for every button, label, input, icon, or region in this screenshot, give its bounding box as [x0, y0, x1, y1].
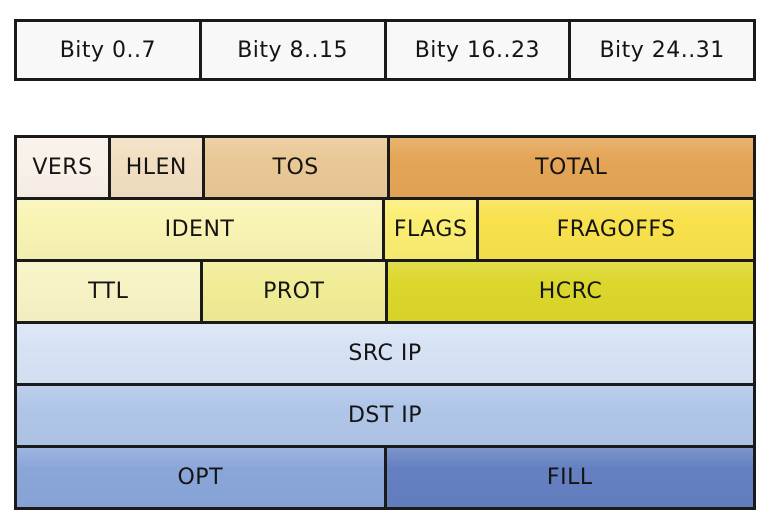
- header-row-5: DST IP: [17, 386, 753, 445]
- field-ttl: TTL: [17, 262, 200, 321]
- field-opt: OPT: [17, 448, 384, 507]
- header-row-4: SRC IP: [17, 324, 753, 383]
- field-fragoffs: FRAGOFFS: [479, 200, 753, 259]
- header-row-1: VERS HLEN TOS TOTAL: [17, 138, 753, 197]
- field-ident: IDENT: [17, 200, 382, 259]
- field-tos: TOS: [204, 138, 387, 197]
- header-row-3: TTL PROT HCRC: [17, 262, 753, 321]
- field-vers: VERS: [17, 138, 108, 197]
- ip-header-table: VERS HLEN TOS TOTAL IDENT FLAGS FRAGOFFS…: [14, 135, 756, 510]
- field-hcrc: HCRC: [388, 262, 753, 321]
- bit-ruler-row: Bity 0..7 Bity 8..15 Bity 16..23 Bity 24…: [17, 22, 753, 78]
- bit-range-16-23: Bity 16..23: [386, 22, 569, 78]
- field-hlen: HLEN: [110, 138, 202, 197]
- header-row-6: OPT FILL: [17, 448, 753, 507]
- bit-range-8-15: Bity 8..15: [201, 22, 384, 78]
- field-flags: FLAGS: [385, 200, 477, 259]
- field-src-ip: SRC IP: [17, 324, 753, 383]
- field-prot: PROT: [202, 262, 385, 321]
- bit-ruler-table: Bity 0..7 Bity 8..15 Bity 16..23 Bity 24…: [14, 19, 756, 81]
- field-fill: FILL: [386, 448, 753, 507]
- header-row-2: IDENT FLAGS FRAGOFFS: [17, 200, 753, 259]
- bit-range-0-7: Bity 0..7: [17, 22, 199, 78]
- field-dst-ip: DST IP: [17, 386, 753, 445]
- field-total: TOTAL: [389, 138, 753, 197]
- bit-range-24-31: Bity 24..31: [571, 22, 753, 78]
